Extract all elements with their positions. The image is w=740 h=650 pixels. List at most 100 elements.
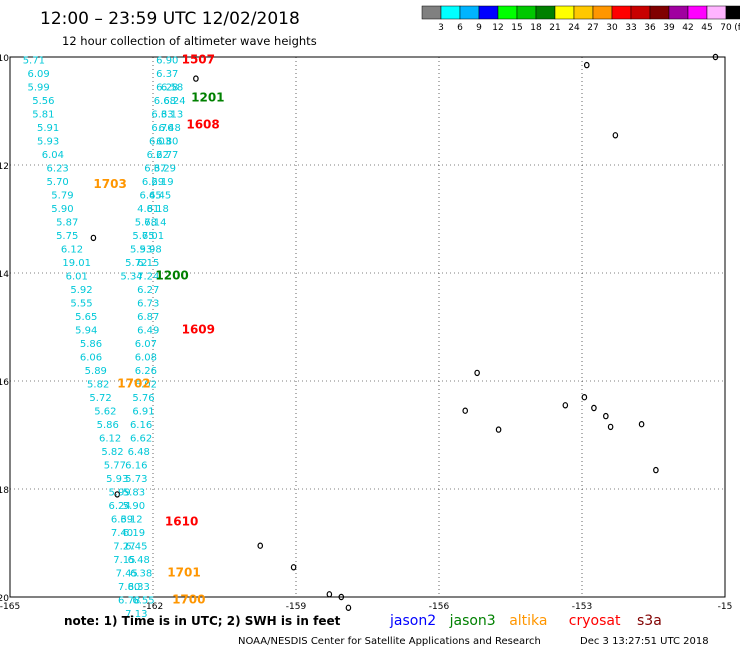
track-labels: 1507 1201 1608 1703 1200 1609 1702 1610 1701 1700: [93, 53, 224, 607]
color-scale-label: 6: [457, 23, 463, 33]
swh-value: 5.93: [130, 245, 152, 256]
island-outline: [462, 407, 469, 414]
footer-timestamp: Dec 3 13:27:51 UTC 2018: [580, 636, 709, 647]
swh-value: 6.90: [156, 56, 178, 67]
page-title: 12:00 – 23:59 UTC 12/02/2018: [40, 9, 300, 29]
swh-value: 5.65: [75, 312, 97, 323]
swh-value: 6.09: [27, 69, 49, 80]
swh-value: 5.71: [23, 56, 45, 67]
lon-tick-label: -165: [0, 602, 20, 612]
satellite-name: altika: [509, 613, 547, 629]
swh-value: 7.24: [137, 272, 159, 283]
swh-value: 6.80: [156, 137, 178, 148]
swh-value: 6.06: [80, 353, 102, 364]
color-swatch: [459, 5, 480, 20]
color-scale-label: 30: [606, 23, 618, 33]
color-swatch: [478, 5, 499, 20]
swh-value: 5.86: [97, 420, 119, 431]
swh-value: 6.48: [159, 123, 181, 134]
swh-value: 6.22: [147, 150, 169, 161]
footer-credit: NOAA/NESDIS Center for Satellite Applica…: [238, 636, 541, 647]
color-scale-label: 39: [663, 23, 675, 33]
swh-value: 5.77: [104, 461, 126, 472]
satellite-name: jason2: [389, 613, 436, 629]
track-label: 1702: [117, 377, 150, 391]
swh-value: 5.98: [139, 245, 161, 256]
swh-value: 6.16: [130, 420, 152, 431]
lat-tick-label: -16: [0, 378, 9, 388]
color-swatch: [611, 5, 632, 20]
swh-value: 5.76: [132, 393, 154, 404]
color-swatch: [573, 5, 594, 20]
island-outline: [583, 61, 590, 69]
swh-value: 6.13: [161, 110, 183, 121]
color-scale-label: 27: [587, 23, 598, 33]
swh-value: 6.48: [128, 447, 150, 458]
track-label: 1200: [155, 269, 188, 283]
color-scale-label: (ft): [734, 23, 740, 33]
satellite-name: cryosat: [569, 613, 621, 629]
swh-value: 6.45: [139, 191, 161, 202]
swh-value: 6.14: [144, 218, 166, 229]
swh-value: 6.87: [137, 312, 159, 323]
color-swatch: [592, 5, 613, 20]
swh-value: 5.82: [101, 447, 123, 458]
island-outline: [603, 412, 609, 420]
swh-value: 5.62: [94, 407, 116, 418]
track-label: 1608: [186, 118, 219, 132]
swh-value: 6.12: [61, 245, 83, 256]
swh-value: 6.45: [125, 542, 147, 553]
swh-value: 5.90: [123, 501, 145, 512]
swh-value: 5.90: [51, 204, 73, 215]
color-swatch: [554, 5, 575, 20]
color-swatch: [630, 5, 651, 20]
swh-value: 5.86: [80, 339, 102, 350]
map-frame: [9, 56, 726, 598]
color-swatch: [687, 5, 708, 20]
swh-value: 7.40: [111, 528, 133, 539]
swh-value: 6.08: [135, 353, 157, 364]
swh-value: 6.15: [137, 258, 159, 269]
color-scale-label: 36: [644, 23, 656, 33]
swh-value: 5.79: [51, 191, 73, 202]
swh-value: 6.12: [99, 434, 121, 445]
island-outline: [326, 591, 333, 598]
lat-tick-label: -18: [0, 486, 9, 496]
lat-tick-label: -20: [0, 594, 9, 604]
island-outline: [581, 394, 588, 401]
swh-value: 5.92: [70, 285, 92, 296]
swh-value: 6.37: [156, 69, 178, 80]
color-swatch: [725, 5, 740, 20]
swh-value: 6.91: [132, 407, 154, 418]
color-swatch: [668, 5, 689, 20]
swh-value: 5.72: [125, 258, 147, 269]
swh-value: 6.29: [142, 177, 164, 188]
island-outline: [257, 542, 264, 549]
color-scale-label: 3: [438, 23, 444, 33]
swh-value: 6.68: [154, 96, 176, 107]
swh-value: 7.80: [118, 582, 140, 593]
color-scale-label: 15: [511, 23, 522, 33]
swh-value: 6.55: [132, 596, 154, 607]
island-outline: [90, 234, 97, 242]
footer-note: note: 1) Time is in UTC; 2) SWH is in fe…: [64, 614, 341, 628]
track-label: 1703: [93, 177, 126, 191]
swh-value: 6.03: [149, 137, 171, 148]
swh-value: 5.82: [87, 380, 109, 391]
swh-value: 6.19: [123, 528, 145, 539]
color-scale-label: 18: [530, 23, 542, 33]
swh-value: 5.89: [85, 366, 107, 377]
color-scale-label: 21: [549, 23, 560, 33]
swh-value: 4.81: [137, 204, 159, 215]
island-outline: [114, 491, 121, 498]
swh-value: 7.45: [116, 569, 138, 580]
swh-value: 6.24: [109, 501, 131, 512]
swh-value: 6.37: [144, 164, 166, 175]
swh-value: 6.23: [47, 164, 69, 175]
swh-value: 5.56: [32, 96, 54, 107]
color-scale-label: 70: [720, 23, 732, 33]
swh-value: 6.49: [137, 326, 159, 337]
island-outline: [562, 402, 569, 409]
